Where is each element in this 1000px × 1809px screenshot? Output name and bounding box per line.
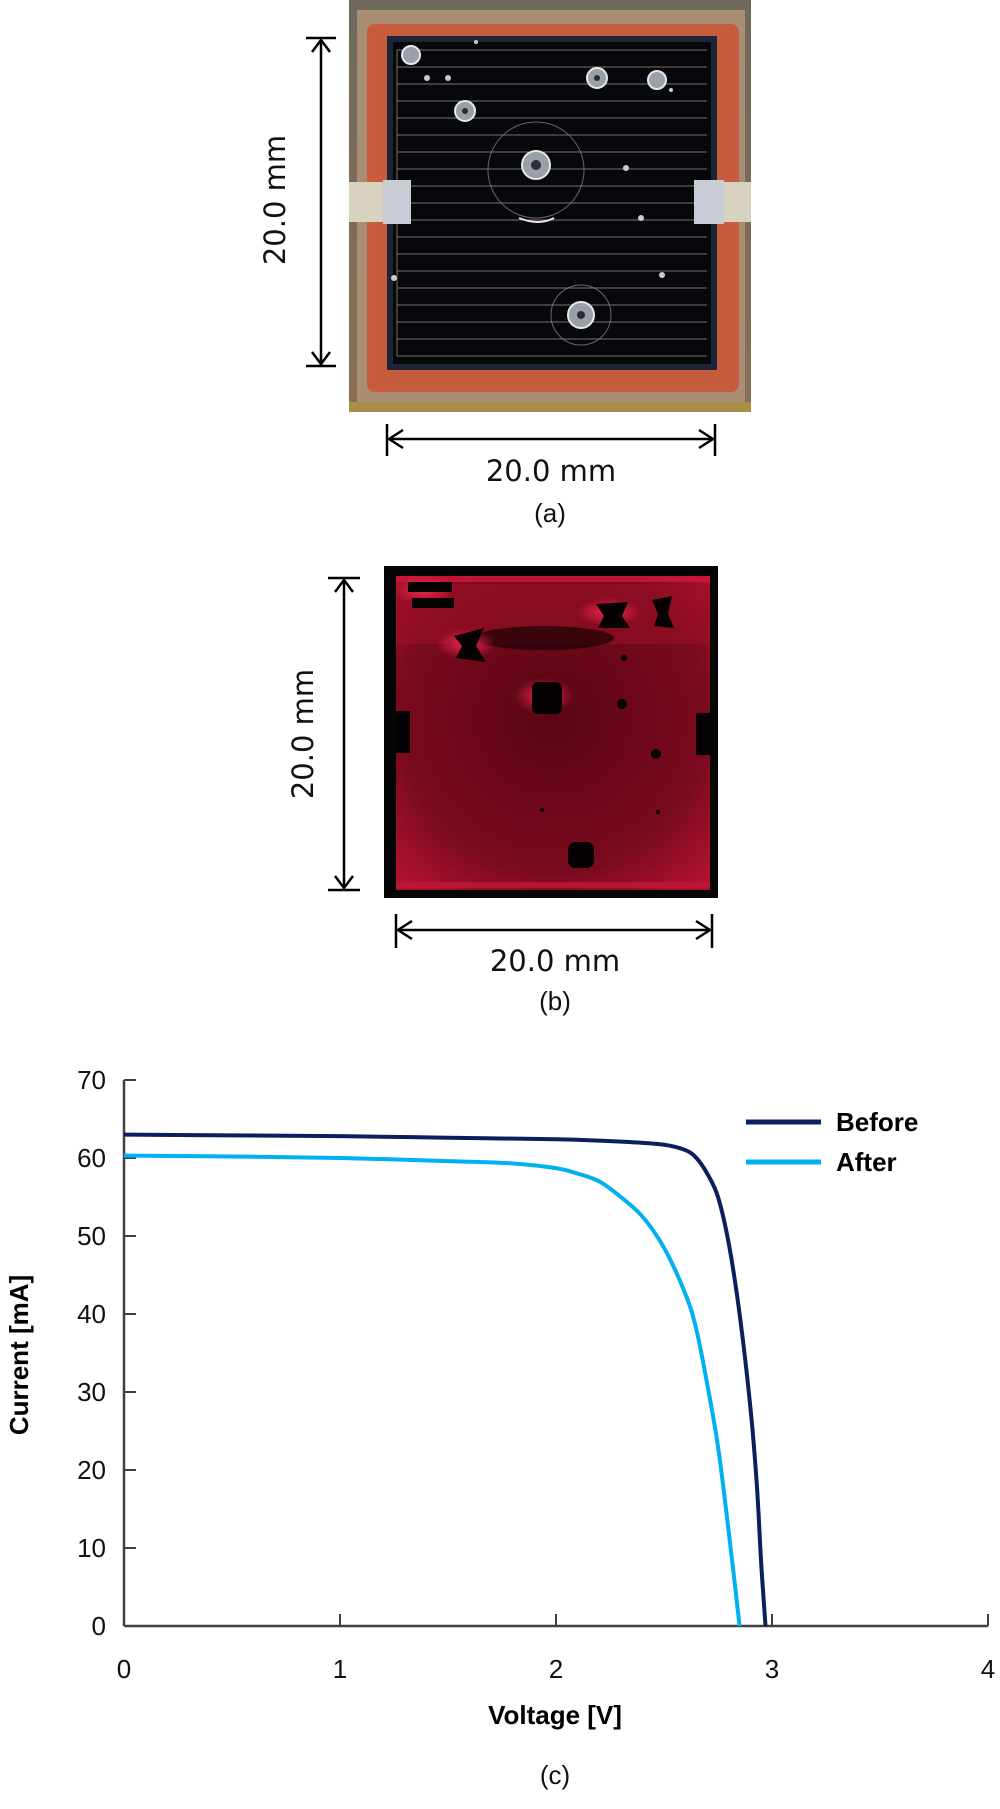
legend-label-before: Before [836,1107,918,1137]
panel-c-caption: (c) [539,1760,571,1790]
x-axis-label: Voltage [V] [488,1700,622,1730]
chart-axes: 0 10 20 30 40 50 60 70 0 1 2 3 4 [77,1065,995,1684]
vertical-dimension-label-b: 20.0 mm [286,668,320,800]
vertical-dimension-arrow-b [328,576,360,892]
series-line-before [123,1132,768,1627]
series-line-after [123,1153,742,1627]
y-tick-label: 30 [77,1377,106,1407]
y-axis-label: Current [mA] [4,1275,34,1435]
horizontal-dimension-label-b: 20.0 mm [489,944,621,978]
horizontal-dimension-arrow-a [385,424,717,456]
iv-curve-chart: 0 10 20 30 40 50 60 70 0 1 2 3 4 Before After Current… [4,1065,995,1730]
x-tick-label: 2 [549,1654,563,1684]
panel-a: 20.0 mm 20.0 mm (a) [0,0,1000,540]
legend-label-after: After [836,1147,897,1177]
y-tick-label: 60 [77,1143,106,1173]
solar-cell-photo [349,0,751,412]
y-tick-label: 40 [77,1299,106,1329]
panel-c-iv-chart: 0 10 20 30 40 50 60 70 0 1 2 3 4 Before After Current… [0,1040,1000,1809]
electroluminescence-image [384,566,718,898]
panel-b-caption: (b) [539,986,571,1016]
horizontal-dimension-arrow-b [394,914,714,948]
x-tick-label: 4 [981,1654,995,1684]
panel-a-caption: (a) [534,498,566,528]
vertical-dimension-label-a: 20.0 mm [258,134,292,266]
y-tick-label: 10 [77,1533,106,1563]
vertical-dimension-arrow-a [306,36,336,368]
electroluminescence-image-svg [394,576,710,890]
x-tick-label: 1 [333,1654,347,1684]
horizontal-dimension-label-a: 20.0 mm [485,454,617,488]
chart-legend: Before After [746,1107,918,1177]
x-tick-label: 3 [765,1654,779,1684]
chart-series [123,1132,768,1627]
x-tick-label: 0 [117,1654,131,1684]
panel-b: 20.0 mm 20.0 mm (b) [0,560,1000,1016]
y-tick-label: 0 [92,1611,106,1641]
y-tick-label: 50 [77,1221,106,1251]
y-tick-label: 70 [77,1065,106,1095]
solar-cell-photo-svg [349,0,751,412]
y-tick-label: 20 [77,1455,106,1485]
